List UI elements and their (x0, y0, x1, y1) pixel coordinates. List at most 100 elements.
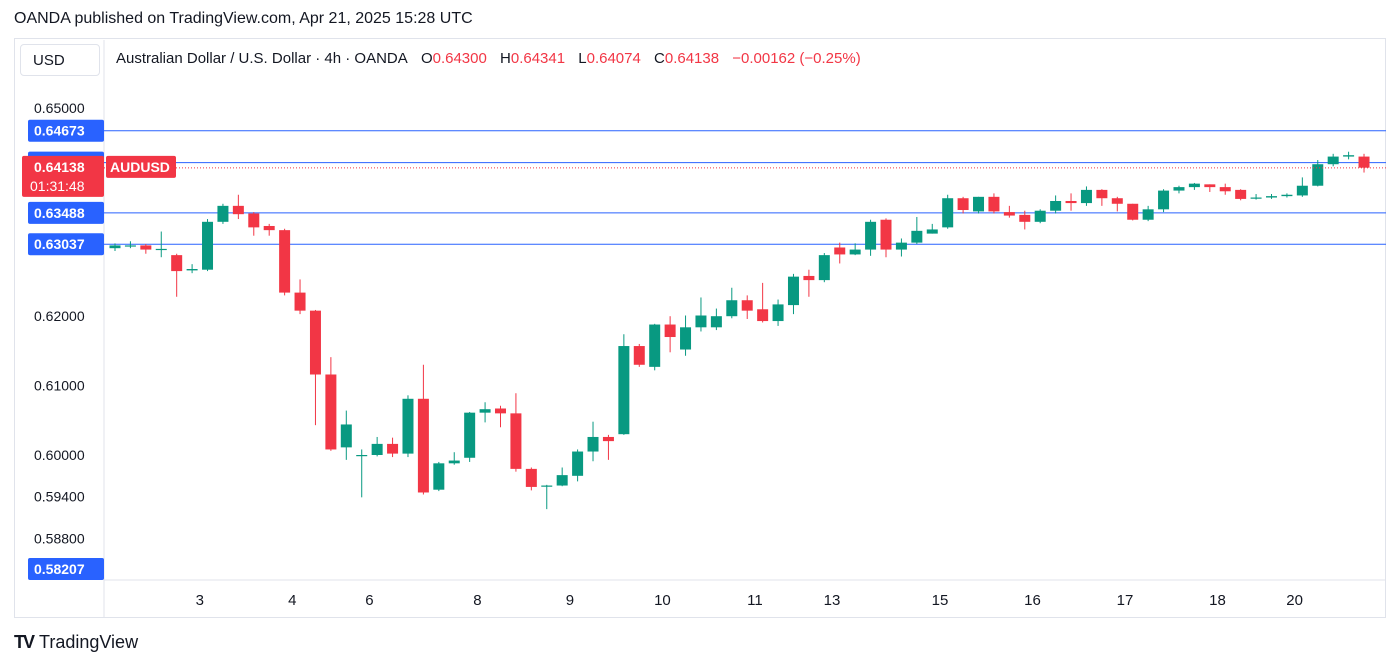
candle-body-up (1266, 196, 1277, 198)
candle-body-up (448, 460, 460, 464)
candle-body-up (1142, 209, 1154, 220)
x-tick-label: 17 (1117, 592, 1134, 609)
candle-body-down (1358, 156, 1370, 168)
candle-body-down (325, 374, 337, 450)
candle-body-up (356, 455, 368, 457)
candle-body-down (495, 408, 506, 414)
candle-body-up (710, 316, 722, 328)
candle-body-down (664, 324, 676, 338)
legend-change: −0.00162 (−0.25%) (732, 50, 861, 67)
legend-close-value: 0.64138 (664, 50, 720, 67)
candle-body-down (525, 468, 537, 487)
candle-body-up (1173, 187, 1185, 191)
x-tick-label: 15 (932, 592, 949, 609)
x-tick-label: 6 (365, 592, 373, 609)
candle-body-up (649, 324, 661, 367)
level-tag-label: 0.58207 (34, 561, 85, 577)
candle-body-up (340, 424, 352, 448)
candle-body-up (464, 412, 476, 458)
candle-body-down (633, 346, 645, 365)
candle-body-up (1080, 189, 1092, 204)
candle-body-down (232, 205, 244, 215)
candle-body-up (217, 205, 229, 222)
x-tick-label: 20 (1286, 592, 1303, 609)
candle-body-up (1281, 194, 1293, 197)
candle-body-down (880, 219, 892, 250)
publisher-line: OANDA published on TradingView.com, Apr … (14, 10, 473, 27)
x-tick-label: 16 (1024, 592, 1041, 609)
candle-body-up (772, 304, 784, 322)
candle-body-down (279, 230, 291, 293)
tradingview-logo-icon: TV (14, 632, 35, 652)
candle-body-up (371, 443, 383, 455)
candle-body-up (541, 485, 553, 487)
candle-body-up (433, 463, 445, 490)
x-tick-label: 11 (747, 592, 763, 609)
candle-body-down (988, 196, 1000, 212)
candle-body-down (741, 300, 753, 311)
legend-low-label: L (578, 50, 587, 67)
y-tick-label: 0.62000 (34, 308, 85, 324)
candle-body-down (294, 292, 306, 311)
y-tick-label: 0.60000 (34, 447, 85, 463)
x-tick-label: 9 (566, 592, 574, 609)
candle-body-up (1034, 210, 1046, 222)
candle-body-down (387, 443, 399, 454)
legend-close-label: C (654, 50, 665, 67)
candle-body-down (263, 225, 275, 231)
current-price-value: 0.64138 (34, 159, 85, 175)
candle-body-up (572, 451, 584, 476)
legend-high-label: H (500, 50, 511, 67)
candle-body-down (171, 255, 183, 272)
candle-body-down (1096, 189, 1108, 199)
candle-body-up (973, 196, 985, 212)
candle-body-up (1158, 190, 1170, 210)
candle-body-up (1250, 197, 1262, 199)
candle-body-up (109, 245, 121, 249)
level-tag (28, 233, 104, 256)
candle-body-down (1204, 184, 1216, 188)
candle-body-down (1065, 200, 1077, 204)
candle-body-down (957, 198, 969, 211)
footer-brand: TradingView (39, 632, 139, 652)
legend-high-value: 0.64341 (510, 50, 566, 67)
candle-body-up (787, 276, 799, 306)
candle-body-down (140, 245, 152, 250)
legend-symbol: Australian Dollar / U.S. Dollar · 4h · O… (116, 50, 408, 67)
candle-body-up (1296, 185, 1308, 196)
chart-frame (14, 38, 1386, 618)
candle-body-up (618, 346, 630, 435)
candle-body-up (155, 248, 167, 251)
x-tick-label: 8 (473, 592, 481, 609)
legend-open-value: 0.64300 (432, 50, 487, 67)
candle-body-up (556, 475, 568, 486)
level-tag-label: 0.63037 (34, 236, 85, 252)
candle-body-down (757, 309, 769, 322)
x-tick-label: 4 (288, 592, 296, 609)
candle-body-down (417, 398, 429, 493)
candle-body-down (309, 310, 321, 375)
tradingview-logo[interactable]: TV TradingView (14, 632, 138, 653)
candle-body-up (895, 242, 907, 250)
candle-body-down (510, 413, 522, 469)
candle-body-up (1343, 155, 1355, 157)
candle-body-up (479, 409, 491, 413)
y-tick-label: 0.65000 (34, 100, 85, 116)
candle-body-up (726, 300, 738, 317)
candle-body-down (1019, 214, 1031, 222)
candle-body-up (865, 221, 877, 250)
y-tick-label: 0.58800 (34, 530, 85, 546)
candle-body-down (602, 436, 614, 442)
candle-body-up (186, 269, 198, 271)
level-tag (28, 201, 104, 224)
candle-body-up (818, 255, 830, 281)
currency-button[interactable]: USD (20, 44, 100, 76)
candle-body-up (1327, 156, 1339, 165)
candle-body-down (1111, 198, 1123, 204)
candle-body-up (402, 398, 414, 454)
symbol-tag-label: AUDUSD (110, 159, 170, 175)
candle-body-up (695, 315, 707, 328)
candle-body-down (1003, 212, 1015, 216)
x-tick-label: 3 (196, 592, 204, 609)
